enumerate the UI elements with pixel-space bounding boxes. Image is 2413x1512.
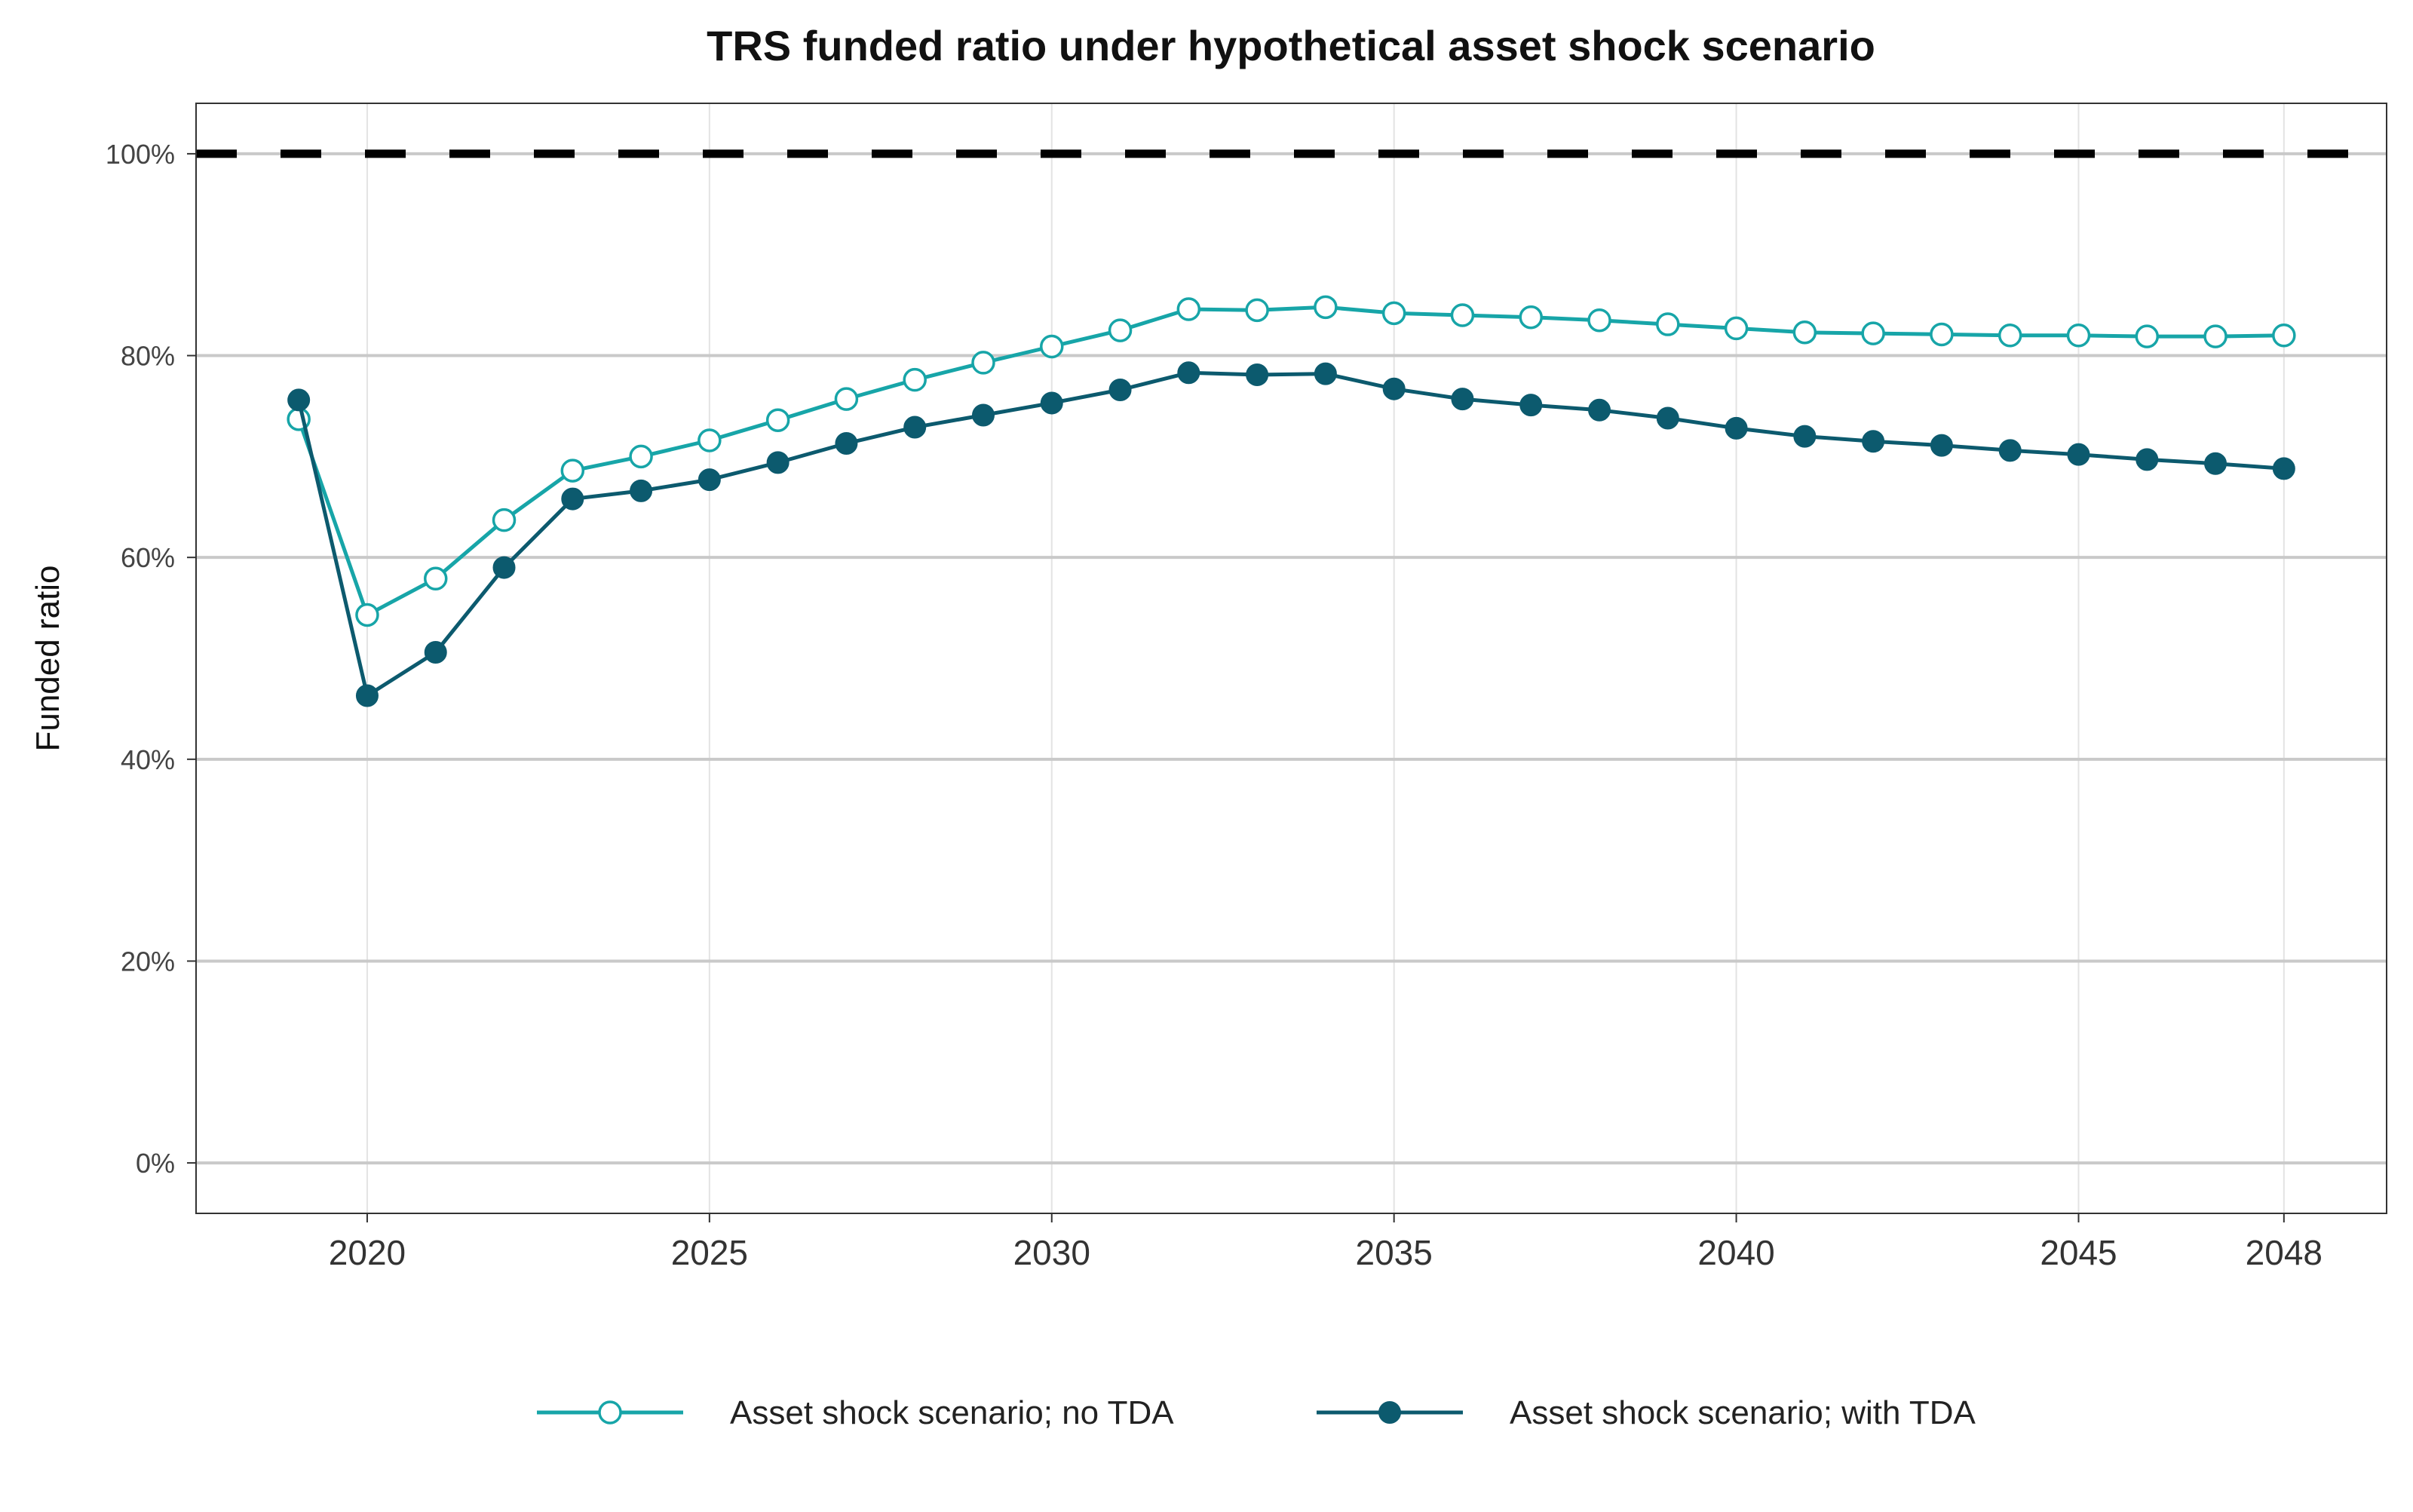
data-point (423, 566, 448, 591)
data-point (1587, 308, 1611, 333)
y-tick-label: 40% (121, 744, 175, 775)
data-point (1793, 425, 1817, 448)
x-tick-label: 2035 (1356, 1233, 1433, 1272)
data-point (1314, 295, 1338, 320)
data-point (1519, 394, 1543, 417)
series-1 (287, 361, 2295, 707)
data-point (698, 468, 721, 492)
data-point (1177, 361, 1200, 385)
x-tick-label: 2045 (2040, 1233, 2117, 1272)
data-point (766, 451, 790, 474)
series-group (287, 295, 2296, 707)
data-point (1792, 320, 1817, 345)
data-point (2203, 324, 2228, 348)
x-tick-label: 2048 (2246, 1233, 2323, 1272)
data-point (1040, 334, 1064, 359)
data-point (1382, 377, 1406, 400)
data-point (1930, 322, 1954, 347)
data-point (1245, 298, 1269, 323)
data-point (355, 603, 379, 627)
x-tick-label: 2025 (671, 1233, 748, 1272)
legend: Asset shock scenario; no TDA Asset shock … (537, 1394, 1976, 1431)
data-point (2135, 324, 2160, 348)
data-point (971, 351, 995, 375)
axes: 2020 2025 2030 2035 2040 2045 2048 0% 20% 40% 60% 8… (106, 139, 2323, 1272)
data-point (1930, 434, 1953, 457)
data-point (1519, 305, 1543, 330)
data-point (903, 367, 927, 392)
legend-label: Asset shock scenario; with TDA (1510, 1394, 1976, 1431)
y-tick-label: 20% (121, 946, 175, 977)
legend-key-marker (598, 1400, 622, 1425)
data-point (903, 416, 927, 439)
x-tick-label: 2040 (1697, 1233, 1774, 1272)
data-point (1998, 324, 2022, 348)
y-axis-label: Funded ratio (29, 565, 66, 751)
data-point (1862, 430, 1885, 453)
series-0 (287, 295, 2296, 627)
plot-panel-border (195, 103, 2387, 1214)
chart-title: TRS funded ratio under hypothetical asse… (707, 22, 1875, 69)
legend-label: Asset shock scenario; no TDA (730, 1394, 1174, 1431)
grid-lines (196, 103, 2387, 1213)
data-point (834, 387, 859, 411)
data-point (1381, 301, 1406, 326)
data-point (1588, 398, 1611, 422)
data-point (287, 388, 311, 412)
data-point (1176, 297, 1201, 321)
data-point (1861, 321, 1885, 345)
data-point (1656, 406, 1679, 430)
data-point (2136, 448, 2159, 471)
data-point (492, 508, 517, 532)
legend-item: Asset shock scenario; no TDA (537, 1394, 1174, 1431)
y-tick-label: 80% (121, 341, 175, 372)
x-tick-label: 2030 (1013, 1233, 1090, 1272)
data-point (765, 408, 790, 432)
data-point (1724, 316, 1749, 341)
data-point (1450, 303, 1475, 327)
data-point (2272, 457, 2295, 480)
data-point (630, 479, 653, 502)
data-point (2066, 324, 2091, 348)
data-point (1998, 439, 2022, 462)
data-point (629, 444, 653, 469)
data-point (1040, 391, 1063, 415)
y-tick-label: 100% (106, 139, 175, 170)
legend-key-marker (1378, 1401, 1401, 1424)
y-tick-label: 0% (136, 1148, 175, 1179)
data-point (835, 431, 858, 455)
data-point (698, 428, 722, 452)
series-line (296, 370, 2284, 698)
data-point (560, 459, 585, 483)
data-point (1451, 388, 1474, 411)
data-point (355, 684, 379, 707)
data-point (492, 556, 516, 579)
data-point (1108, 318, 1133, 342)
y-tick-label: 60% (121, 542, 175, 573)
data-point (1108, 379, 1132, 402)
x-tick-label: 2020 (329, 1233, 406, 1272)
data-point (1725, 416, 1748, 440)
data-point (2067, 443, 2090, 466)
data-point (1314, 362, 1337, 385)
data-point (1246, 363, 1269, 386)
data-point (561, 487, 584, 511)
data-point (1656, 312, 1680, 336)
data-point (971, 403, 995, 427)
data-point (2204, 452, 2228, 475)
data-point (424, 640, 447, 664)
data-point (2272, 324, 2296, 348)
legend-item: Asset shock scenario; with TDA (1317, 1394, 1976, 1431)
